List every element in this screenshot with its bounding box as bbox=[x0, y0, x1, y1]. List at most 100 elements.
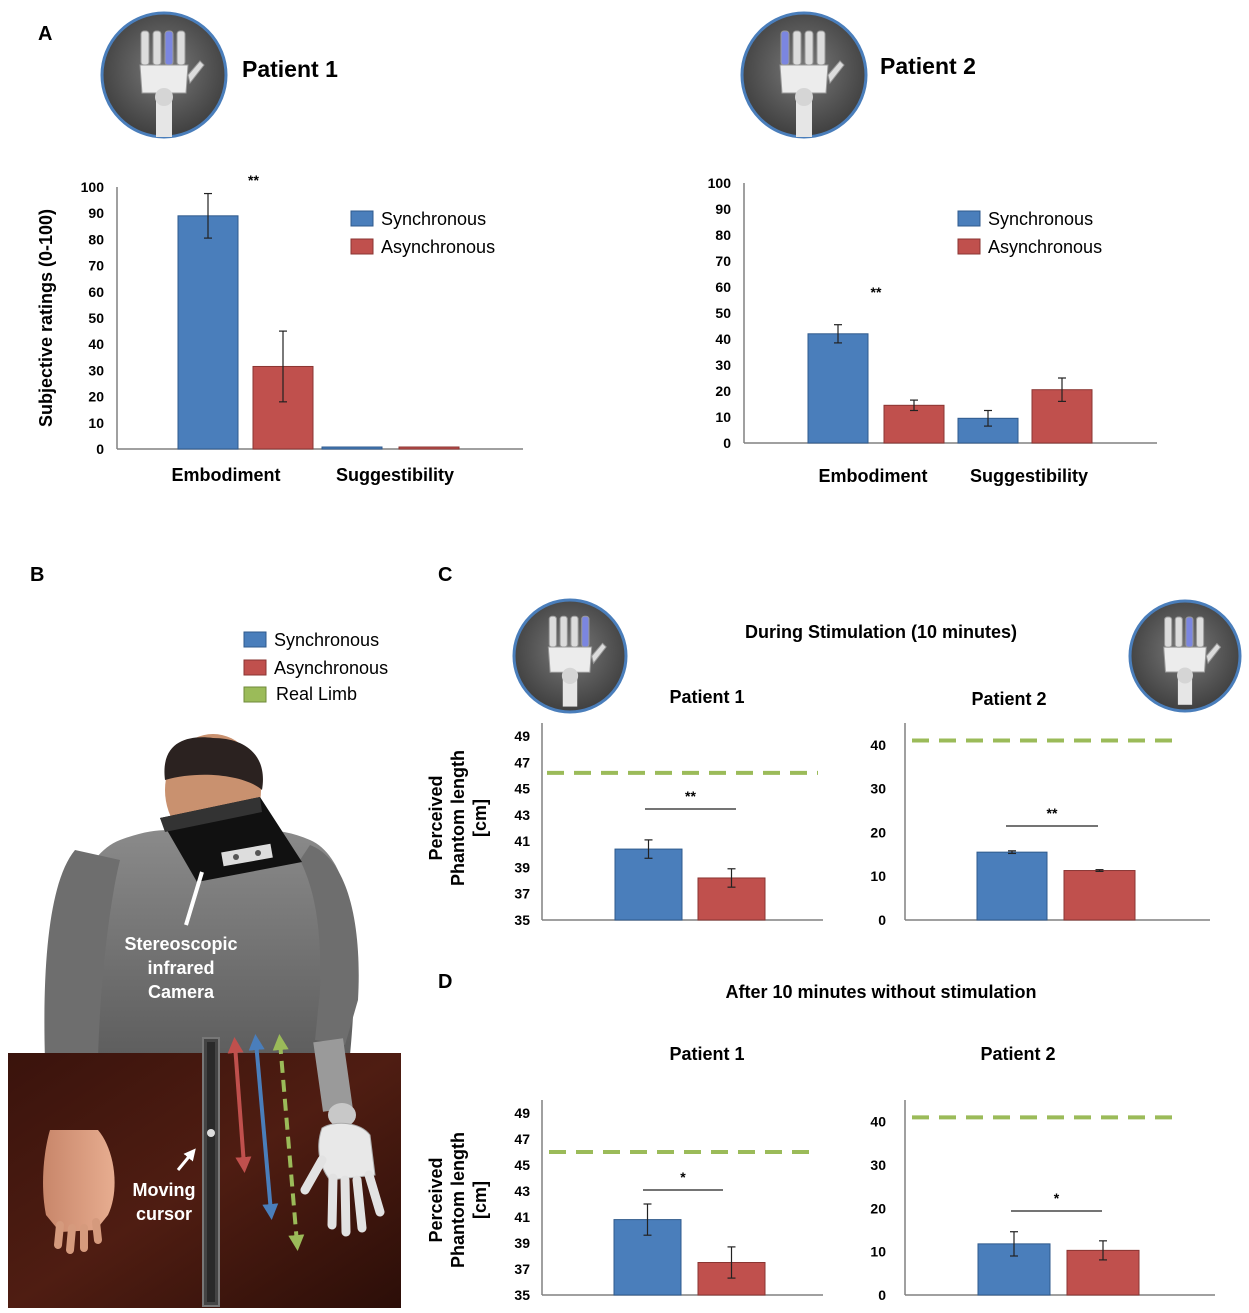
y-tick-label: 37 bbox=[514, 886, 530, 902]
y-tick-label: 50 bbox=[88, 310, 104, 326]
significance-stars: * bbox=[1054, 1190, 1060, 1206]
icon-finger bbox=[804, 30, 814, 66]
stereo-camera bbox=[221, 843, 273, 867]
icon-finger bbox=[140, 30, 150, 66]
y-tick-label: 20 bbox=[870, 824, 886, 840]
person-right-arm bbox=[300, 845, 359, 1045]
y-tick-label: 35 bbox=[514, 912, 530, 928]
icon-joint bbox=[1177, 667, 1193, 684]
patient-1-title: Patient 1 bbox=[242, 56, 338, 82]
significance-stars: ** bbox=[685, 788, 696, 804]
icon-finger bbox=[1164, 616, 1173, 648]
significance-stars: * bbox=[680, 1169, 686, 1185]
legend-a2: Synchronous Asynchronous bbox=[957, 209, 1102, 257]
chart-title: Patient 2 bbox=[980, 1044, 1055, 1064]
chart-d1: 35 37 39 41 43 45 47 49 Patient 1 * bbox=[514, 1044, 823, 1303]
y-tick-label: 10 bbox=[715, 409, 731, 425]
legend-swatch-async bbox=[243, 659, 267, 676]
icon-joint bbox=[561, 667, 579, 684]
real-hand bbox=[43, 1130, 115, 1232]
robot-hand bbox=[318, 1122, 376, 1181]
y-tick-label: 90 bbox=[88, 205, 104, 221]
real-limb-arrow bbox=[272, 1034, 305, 1251]
significance-stars: ** bbox=[248, 172, 259, 188]
y-tick-label: 0 bbox=[723, 435, 731, 451]
svg-text:[cm]: [cm] bbox=[470, 1181, 490, 1219]
legend-swatch-async bbox=[350, 238, 374, 255]
sync-arrow bbox=[248, 1034, 279, 1220]
icon-finger bbox=[816, 30, 826, 66]
y-tick-label: 70 bbox=[88, 258, 104, 274]
chart-c1: 35 37 39 41 43 45 47 49 Patient 1 ** bbox=[514, 687, 823, 928]
y-tick-label: 40 bbox=[870, 737, 886, 753]
chart-d2: 0 10 20 30 40 Patient 2 * bbox=[870, 1044, 1215, 1303]
y-tick-label: 41 bbox=[514, 833, 530, 849]
svg-text:Stereoscopic: Stereoscopic bbox=[124, 934, 237, 954]
svg-text:Phantom length: Phantom length bbox=[448, 1132, 468, 1268]
y-tick-label: 100 bbox=[81, 179, 105, 195]
y-tick-label: 10 bbox=[88, 415, 104, 431]
robot-hand-icon-c-patient-2 bbox=[1128, 599, 1242, 713]
robot-forearm bbox=[313, 1038, 353, 1112]
y-tick-label: 10 bbox=[870, 868, 886, 884]
icon-finger bbox=[792, 30, 802, 66]
icon-thumb bbox=[1205, 642, 1222, 665]
icon-thumb bbox=[591, 642, 607, 665]
chart-title: Patient 1 bbox=[669, 1044, 744, 1064]
svg-text:cursor: cursor bbox=[136, 1204, 192, 1224]
legend-swatch-sync bbox=[957, 210, 981, 227]
y-tick-label: 20 bbox=[870, 1200, 886, 1216]
icon-finger bbox=[152, 30, 162, 66]
chart-a1: 0 10 20 30 40 50 60 70 80 90 100 Embodiment Suggesti… bbox=[81, 172, 523, 485]
category-label: Suggestibility bbox=[970, 466, 1088, 486]
y-tick-label: 60 bbox=[715, 279, 731, 295]
icon-finger bbox=[570, 615, 579, 648]
svg-text:Perceived: Perceived bbox=[426, 1157, 446, 1242]
svg-text:Moving: Moving bbox=[133, 1180, 196, 1200]
moving-cursor bbox=[207, 1129, 215, 1137]
bar-synchronous bbox=[614, 848, 683, 921]
icon-finger bbox=[780, 30, 790, 66]
y-tick-label: 20 bbox=[715, 383, 731, 399]
y-tick-label: 0 bbox=[878, 1287, 886, 1303]
y-tick-label: 90 bbox=[715, 201, 731, 217]
y-tick-label: 41 bbox=[514, 1209, 530, 1225]
robot-hand-icon-patient-2 bbox=[740, 11, 868, 139]
y-tick-label: 30 bbox=[870, 1157, 886, 1173]
cursor-pointer-arrow bbox=[176, 1148, 196, 1171]
svg-text:[cm]: [cm] bbox=[470, 799, 490, 837]
y-tick-label: 39 bbox=[514, 859, 530, 875]
d-title: After 10 minutes without stimulation bbox=[725, 982, 1036, 1002]
camera-label: Stereoscopic infrared Camera bbox=[124, 934, 237, 1002]
y-tick-label: 30 bbox=[715, 357, 731, 373]
bar-synchronous bbox=[977, 1243, 1051, 1296]
bar-synchronous-suggestibility bbox=[957, 417, 1019, 444]
icon-finger bbox=[581, 615, 590, 648]
y-tick-label: 30 bbox=[88, 362, 104, 378]
icon-finger bbox=[164, 30, 174, 66]
svg-text:Camera: Camera bbox=[148, 982, 215, 1002]
y-tick-label: 45 bbox=[514, 781, 530, 797]
svg-text:infrared: infrared bbox=[147, 958, 214, 978]
person-torso bbox=[68, 830, 355, 1055]
panel-label-d: D bbox=[438, 971, 452, 993]
setup-illustration: Stereoscopic infrared Camera Moving curs… bbox=[8, 734, 401, 1308]
c-title: During Stimulation (10 minutes) bbox=[745, 622, 1017, 642]
legend-b: Synchronous Asynchronous Real Limb bbox=[243, 630, 388, 704]
bar-synchronous-suggestibility bbox=[321, 446, 383, 450]
y-tick-label: 37 bbox=[514, 1261, 530, 1277]
robot-hand-icon-c-patient-1 bbox=[512, 598, 628, 714]
panel-label-c: C bbox=[438, 564, 452, 586]
significance-stars: ** bbox=[871, 284, 882, 300]
y-tick-label: 0 bbox=[96, 441, 104, 457]
y-tick-label: 60 bbox=[88, 284, 104, 300]
y-tick-label: 43 bbox=[514, 1183, 530, 1199]
y-tick-label: 43 bbox=[514, 807, 530, 823]
y-tick-label: 100 bbox=[708, 175, 732, 191]
bar-synchronous-embodiment bbox=[807, 333, 869, 444]
svg-text:Phantom length: Phantom length bbox=[448, 750, 468, 886]
y-tick-label: 80 bbox=[715, 227, 731, 243]
category-label: Embodiment bbox=[171, 465, 280, 485]
